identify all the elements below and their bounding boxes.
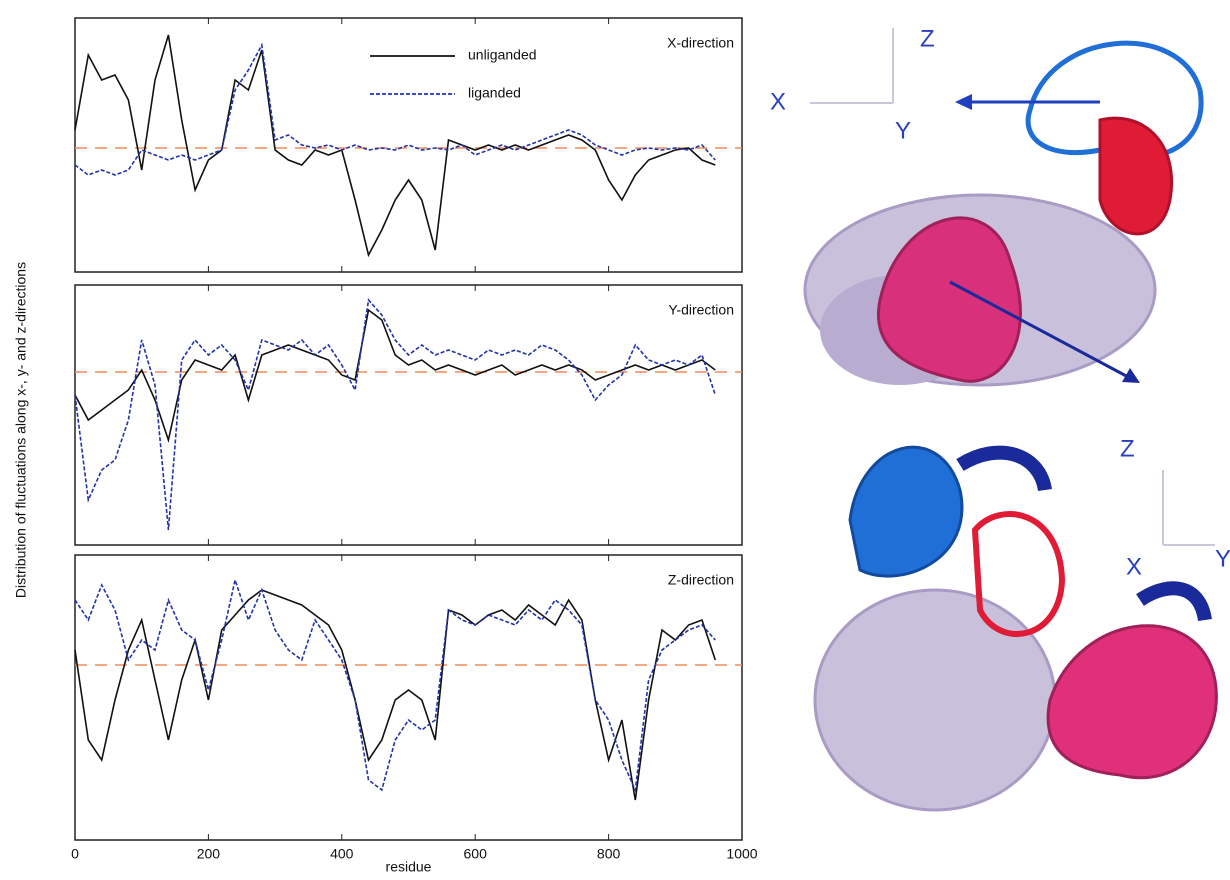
series-line bbox=[74, 308, 716, 443]
x-tick-label: 200 bbox=[197, 846, 221, 862]
x-axis-label: residue bbox=[386, 859, 432, 875]
axis-label: X bbox=[1126, 553, 1142, 580]
series-line bbox=[74, 298, 717, 531]
x-tick-label: 1000 bbox=[726, 846, 757, 862]
x-tick-label: 400 bbox=[330, 846, 354, 862]
series-line bbox=[74, 589, 717, 801]
legend-label: liganded bbox=[468, 85, 521, 101]
plot-frame bbox=[74, 554, 743, 841]
x-tick-label: 600 bbox=[464, 846, 488, 862]
panel-title: Z-direction bbox=[668, 572, 734, 588]
panel-title: Y-direction bbox=[668, 302, 734, 318]
series-line bbox=[74, 577, 716, 793]
plot-frame bbox=[74, 284, 743, 546]
axis-label: Z bbox=[920, 25, 935, 52]
series-line bbox=[74, 42, 716, 176]
structure-bottom: Z Y X bbox=[813, 435, 1230, 812]
plot-frame bbox=[74, 17, 743, 273]
x-tick-label: 0 bbox=[71, 846, 79, 862]
structure-top: Z X Y bbox=[770, 25, 1204, 387]
axis-label: Y bbox=[895, 117, 911, 144]
legend-label: unliganded bbox=[468, 47, 537, 63]
axis-label: Y bbox=[1215, 545, 1230, 572]
panel-title: X-direction bbox=[667, 35, 734, 51]
x-tick-label: 800 bbox=[597, 846, 621, 862]
axis-label: Z bbox=[1120, 435, 1135, 462]
series-line bbox=[74, 34, 716, 258]
y-axis-label: Distribution of fluctuations along x-, y… bbox=[13, 262, 29, 598]
axis-label: X bbox=[770, 88, 786, 115]
